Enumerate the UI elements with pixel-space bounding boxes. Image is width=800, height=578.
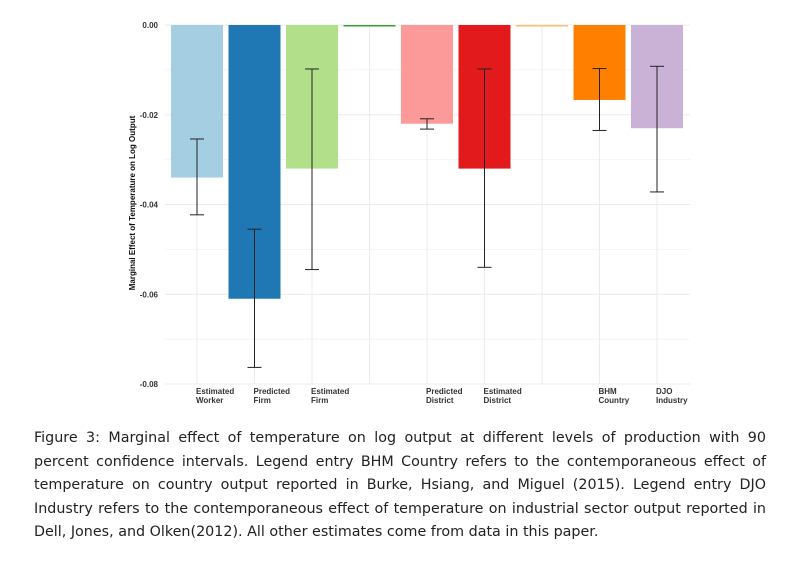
y-axis-ticks: 0.00 -0.02 -0.04 -0.06 -0.08	[140, 21, 159, 389]
y-tick-label: -0.02	[140, 111, 159, 120]
x-axis-categories: EstimatedWorkerPredictedFirmEstimatedFir…	[196, 387, 688, 405]
x-category-label: Country	[599, 396, 630, 405]
y-tick-label: -0.08	[140, 380, 159, 389]
x-category-label: District	[484, 396, 512, 405]
x-category-label: Predicted	[254, 387, 291, 396]
x-category-label: Worker	[196, 396, 223, 405]
figure-caption: Figure 3: Marginal effect of temperature…	[34, 430, 766, 540]
bar-chart: 0.00-0.02-0.04-0.06-0.08 EstimatedWorker…	[128, 21, 690, 405]
y-tick-label: -0.06	[140, 290, 159, 299]
x-category-label: Estimated	[311, 387, 349, 396]
x-category-label: DJO	[656, 387, 672, 396]
y-axis-title: Marginal Effect of Temperature on Log Ou…	[128, 115, 137, 290]
x-category-label: Estimated	[196, 387, 234, 396]
x-category-label: BHM	[599, 387, 618, 396]
error-bars	[190, 65, 664, 368]
y-tick-label: -0.04	[140, 201, 159, 210]
x-category-label: Industry	[656, 396, 688, 405]
bar	[343, 25, 396, 27]
y-tick-label: 0.00	[142, 21, 158, 30]
bar	[401, 25, 453, 124]
x-category-label: Estimated	[484, 387, 522, 396]
x-category-label: Firm	[311, 396, 328, 405]
x-category-label: District	[426, 396, 454, 405]
bar	[516, 25, 568, 27]
x-category-label: Predicted	[426, 387, 463, 396]
x-category-label: Firm	[254, 396, 271, 405]
